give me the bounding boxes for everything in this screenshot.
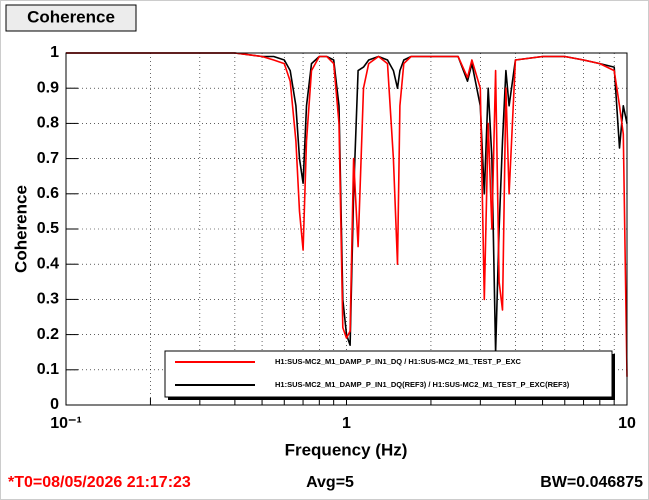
series-line (66, 52, 628, 377)
legend-label: H1:SUS-MC2_M1_DAMP_P_IN1_DQ(REF3) / H1:S… (275, 380, 570, 389)
y-tick-label: 0.6 (37, 185, 59, 202)
y-tick-label: 0.3 (37, 291, 59, 308)
y-tick-label: 0.7 (37, 150, 59, 167)
y-tick-label: 0.2 (37, 326, 59, 343)
x-tick-label: 10⁻¹ (50, 415, 82, 432)
legend-label: H1:SUS-MC2_M1_DAMP_P_IN1_DQ / H1:SUS-MC2… (275, 357, 521, 366)
y-tick-label: 0.1 (37, 361, 59, 378)
footer-text: BW=0.046875 (540, 474, 643, 491)
y-tick-label: 0.4 (37, 255, 59, 272)
y-tick-label: 0.5 (37, 220, 59, 237)
y-axis-label: Coherence (11, 185, 30, 273)
y-tick-label: 0 (50, 396, 59, 413)
y-tick-label: 0.9 (37, 79, 59, 96)
y-tick-label: 0.8 (37, 115, 59, 132)
legend-box (164, 350, 613, 398)
plot-frame (65, 52, 628, 406)
title-box (5, 4, 137, 32)
x-axis-label: Frequency (Hz) (285, 440, 408, 459)
x-tick-label: 10 (618, 415, 636, 432)
series-line (66, 52, 628, 353)
y-tick-label: 1 (50, 44, 59, 61)
footer-text: *T0=08/05/2026 21:17:23 (8, 474, 191, 491)
x-tick-label: 1 (342, 415, 351, 432)
footer-text: Avg=5 (306, 474, 354, 491)
chart-title: Coherence (27, 7, 115, 26)
